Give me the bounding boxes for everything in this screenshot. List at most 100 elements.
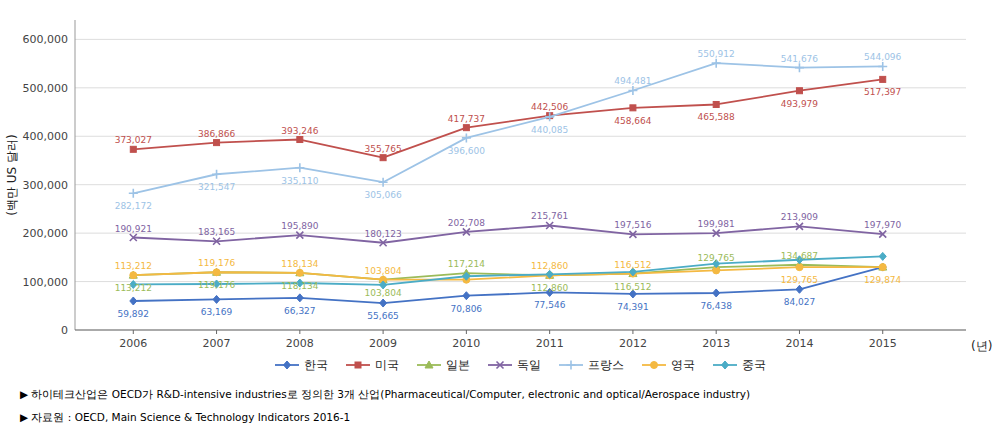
point xyxy=(295,163,304,172)
data-label: 442,506 xyxy=(531,102,568,112)
grid-line xyxy=(75,87,966,88)
data-label: 458,664 xyxy=(614,116,651,126)
data-label: 197,516 xyxy=(614,220,651,230)
x-tick xyxy=(716,330,717,334)
data-label: 544,096 xyxy=(864,52,901,62)
point xyxy=(296,294,303,302)
point xyxy=(713,289,720,297)
legend-item: 프랑스 xyxy=(559,358,624,372)
data-label: 213,909 xyxy=(781,212,818,222)
series xyxy=(130,252,886,289)
point xyxy=(130,272,137,279)
data-label: 202,708 xyxy=(448,218,485,228)
data-label: 119,176 xyxy=(198,280,235,290)
point xyxy=(796,264,803,271)
data-label: 305,066 xyxy=(364,190,401,200)
x-tick xyxy=(632,330,633,334)
legend-item: 일본 xyxy=(417,358,470,372)
point xyxy=(796,285,803,293)
data-label: 77,546 xyxy=(534,300,566,310)
data-label: 493,979 xyxy=(781,99,818,109)
data-label: 113,212 xyxy=(115,283,152,293)
point xyxy=(463,272,470,280)
x-tick-label: 2006 xyxy=(119,337,147,350)
data-label: 112,860 xyxy=(531,283,568,293)
series-line xyxy=(133,79,882,157)
grid-line xyxy=(75,39,966,40)
point xyxy=(879,264,886,271)
note: ▶ 자료원 : OECD, Main Science & Technology … xyxy=(20,411,350,423)
x-axis-label: (년) xyxy=(971,339,992,353)
point xyxy=(712,59,721,68)
point xyxy=(630,105,636,111)
data-label: 70,806 xyxy=(451,304,483,314)
legend-marker xyxy=(497,362,504,369)
data-label: 129,765 xyxy=(781,275,818,285)
x-tick xyxy=(466,330,467,334)
data-label: 393,246 xyxy=(281,126,318,136)
y-tick-label: 300,000 xyxy=(23,179,69,192)
data-label: 494,481 xyxy=(614,76,651,86)
point xyxy=(296,232,303,239)
data-label: 517,397 xyxy=(864,87,901,97)
point xyxy=(628,86,637,95)
point xyxy=(546,270,553,278)
data-label: 84,027 xyxy=(784,297,816,307)
data-label: 541,676 xyxy=(781,54,818,64)
x-tick xyxy=(216,330,217,334)
data-label: 116,512 xyxy=(614,260,651,270)
point xyxy=(296,269,303,276)
point xyxy=(879,263,887,270)
x-tick-label: 2010 xyxy=(452,337,480,350)
series xyxy=(130,263,886,307)
point xyxy=(129,189,138,198)
data-label: 129,765 xyxy=(698,253,735,263)
data-label: 183,165 xyxy=(198,227,235,237)
legend-item: 영국 xyxy=(642,358,695,372)
x-tick xyxy=(299,330,300,334)
note: ▶ 하이테크산업은 OECD가 R&D-intensive industries… xyxy=(20,388,750,400)
chart: 0100,000200,000300,000400,000500,000600,… xyxy=(0,0,1006,447)
point xyxy=(796,88,802,94)
x-tick-label: 2011 xyxy=(536,337,564,350)
data-label: 440,085 xyxy=(531,125,568,135)
plot-area xyxy=(129,59,887,307)
y-tick-label: 100,000 xyxy=(23,276,69,289)
y-tick-label: 600,000 xyxy=(23,33,69,46)
point xyxy=(129,271,137,278)
data-label: 282,172 xyxy=(115,201,152,211)
data-label: 550,912 xyxy=(698,49,735,59)
point xyxy=(213,268,221,275)
point xyxy=(545,112,554,121)
data-label: 417,737 xyxy=(448,114,485,124)
data-label: 321,547 xyxy=(198,182,235,192)
legend-item: 독일 xyxy=(488,358,541,372)
series-line xyxy=(133,63,882,193)
data-label: 465,588 xyxy=(698,112,735,122)
data-label: 59,892 xyxy=(118,309,150,319)
y-grid xyxy=(75,39,966,330)
x-tick-label: 2013 xyxy=(702,337,730,350)
x-tick xyxy=(799,330,800,334)
y-tick-label: 200,000 xyxy=(23,227,69,240)
data-label: 103,804 xyxy=(364,288,401,298)
legend-marker xyxy=(651,362,658,369)
point xyxy=(379,178,388,187)
legend: 한국미국일본독일프랑스영국중국 xyxy=(275,358,766,372)
data-label: 215,761 xyxy=(531,211,568,221)
legend-label: 프랑스 xyxy=(588,358,624,372)
point xyxy=(463,125,469,131)
data-label: 116,512 xyxy=(614,282,651,292)
point xyxy=(297,137,303,143)
data-label: 197,970 xyxy=(864,220,901,230)
legend-item: 미국 xyxy=(346,358,399,372)
data-label: 117,214 xyxy=(448,259,485,269)
point xyxy=(713,101,719,107)
y-tick-label: 0 xyxy=(61,324,68,337)
legend-label: 일본 xyxy=(446,358,470,372)
data-label: 113,212 xyxy=(115,261,152,271)
legend-label: 영국 xyxy=(671,358,695,372)
data-label: 118,134 xyxy=(281,281,318,291)
data-label: 119,176 xyxy=(198,258,235,268)
point xyxy=(130,146,136,152)
